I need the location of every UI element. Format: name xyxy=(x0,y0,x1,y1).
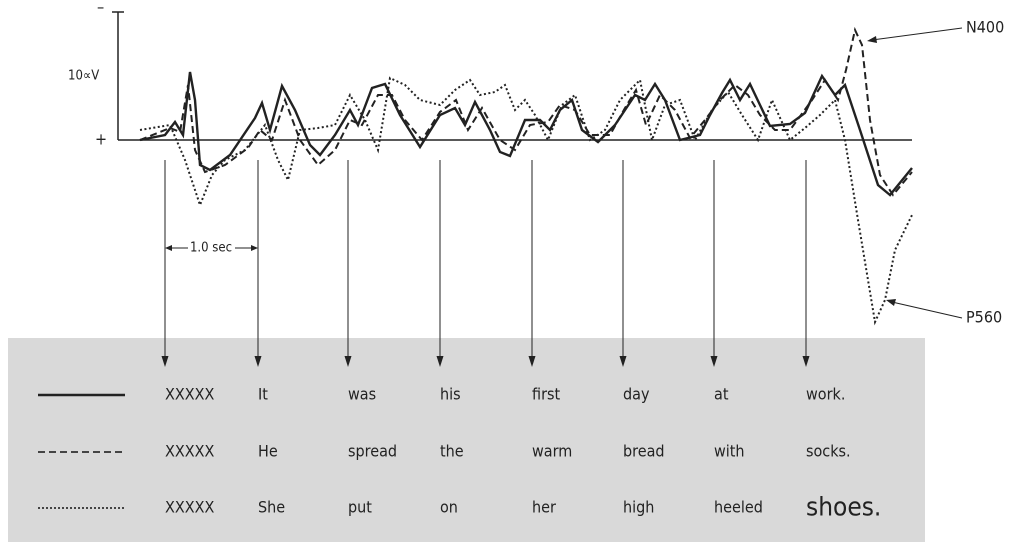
word: with xyxy=(714,442,745,461)
word: XXXXX xyxy=(165,498,214,517)
n400-label: N400 xyxy=(966,18,1004,37)
word: He xyxy=(258,442,278,461)
plus-label: + xyxy=(95,130,107,149)
word: bread xyxy=(623,442,665,461)
word: spread xyxy=(348,442,397,461)
arrowhead xyxy=(710,356,718,367)
sentence-panel xyxy=(8,338,925,542)
word: XXXXX xyxy=(165,442,214,461)
arrowhead xyxy=(867,36,877,43)
word: first xyxy=(532,385,560,404)
word: on xyxy=(440,498,458,517)
solid-wave xyxy=(139,71,913,197)
word: XXXXX xyxy=(165,385,214,404)
p560-arrow xyxy=(891,301,963,319)
word: shoes. xyxy=(806,493,881,523)
arrowhead xyxy=(619,356,627,367)
arrowhead xyxy=(344,356,352,367)
word: She xyxy=(258,498,285,517)
time-label: 1.0 sec xyxy=(190,241,232,256)
word: heeled xyxy=(714,498,763,517)
arrowhead xyxy=(161,356,169,367)
word: socks. xyxy=(806,442,851,461)
arrowhead xyxy=(436,356,444,367)
arrowhead xyxy=(886,299,896,306)
word: at xyxy=(714,385,729,404)
word: his xyxy=(440,385,461,404)
word: high xyxy=(623,498,654,517)
word: day xyxy=(623,385,650,404)
arrowhead xyxy=(251,245,258,251)
n400-arrow xyxy=(871,27,963,41)
arrowhead xyxy=(254,356,262,367)
arrowhead xyxy=(165,245,172,251)
word: It xyxy=(258,385,268,404)
minus-label: – xyxy=(97,0,104,17)
dotted-wave xyxy=(139,76,913,326)
arrowhead xyxy=(802,356,810,367)
scale-label: 10∝V xyxy=(68,69,99,84)
arrowhead xyxy=(528,356,536,367)
dashed-wave xyxy=(139,26,913,197)
word: the xyxy=(440,442,464,461)
word: her xyxy=(532,498,556,517)
word: work. xyxy=(806,385,845,404)
word: warm xyxy=(532,442,572,461)
word: was xyxy=(348,385,376,404)
word: put xyxy=(348,498,372,517)
p560-label: P560 xyxy=(966,308,1002,327)
